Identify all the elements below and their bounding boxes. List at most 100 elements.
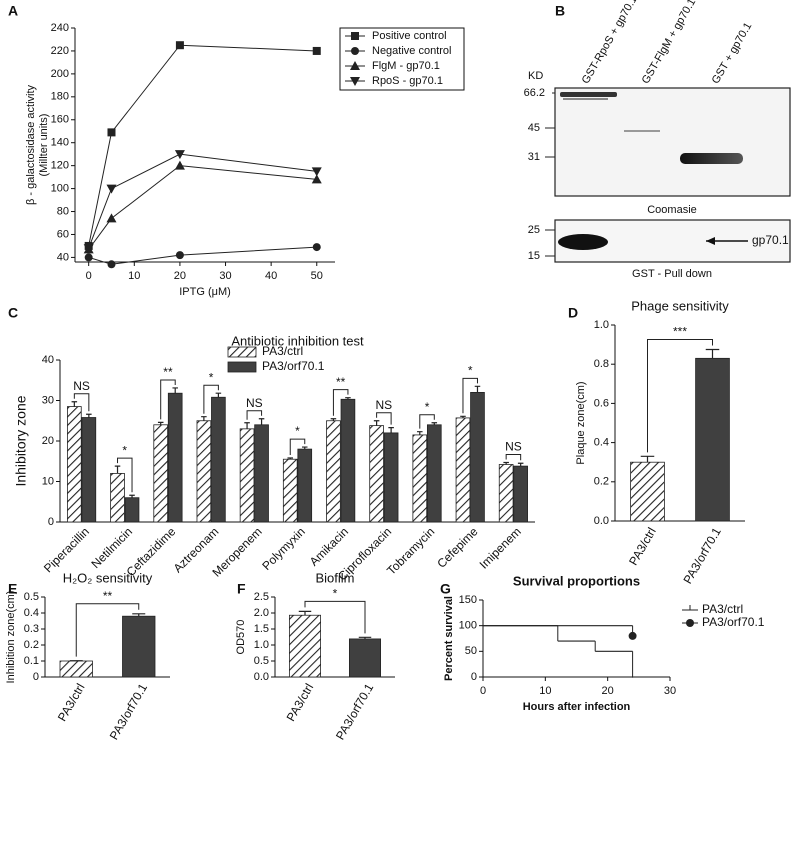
y-tick-label: 180 (51, 91, 69, 103)
y-tick-label: 1.0 (254, 639, 269, 651)
y-tick-label: 40 (42, 354, 54, 366)
y-tick-label: 100 (459, 620, 477, 632)
blot-marker: 45 (528, 122, 540, 134)
legend-label: PA3/ctrl (702, 602, 743, 616)
significance-label: ** (103, 589, 113, 603)
point (84, 253, 93, 262)
x-tick-label: Cefepime (434, 524, 480, 570)
step-point (631, 676, 634, 678)
blot-stain: GST - Pull down (632, 268, 712, 280)
line (88, 246, 317, 265)
point (174, 160, 185, 170)
blot-lane: GST-FlgM + gp70.1 (640, 0, 699, 86)
panel-label: D (568, 305, 578, 321)
bar (239, 428, 255, 523)
y-tick-label: 1.5 (254, 623, 269, 635)
error-bar (358, 636, 372, 639)
bar (110, 472, 125, 523)
significance-bracket (332, 389, 349, 416)
significance-label: NS (246, 396, 263, 410)
point (175, 41, 184, 50)
chart-title: Survival proportions (513, 573, 640, 588)
legend-marker (686, 619, 694, 627)
y-tick-label: 0 (33, 671, 39, 683)
significance-bracket (505, 453, 522, 461)
bar (288, 614, 321, 678)
bar (167, 392, 183, 523)
chart-title: H₂O₂ sensitivity (63, 570, 153, 585)
panel-label: G (440, 581, 451, 597)
error-bar (298, 610, 312, 616)
y-tick-label: 0 (471, 671, 477, 683)
blot-marker: 25 (528, 224, 540, 236)
error-bar (373, 420, 380, 426)
error-bar (258, 418, 265, 425)
y-tick-label: 100 (51, 182, 69, 194)
y-tick-label: 20 (42, 435, 54, 447)
panel-label: F (237, 581, 246, 597)
blot-lane: GST-RpoS + gp70.1 (580, 0, 640, 86)
x-tick-label: PA3/orf70.1 (680, 525, 724, 586)
blot-marker: 31 (528, 151, 540, 163)
bar (254, 424, 269, 523)
significance-label: NS (505, 440, 522, 454)
significance-bracket (203, 384, 219, 414)
error-bar (157, 421, 164, 425)
significance-bracket (75, 603, 140, 657)
legend-label: FlgM - gp70.1 (372, 60, 440, 72)
legend-label: Negative control (372, 45, 452, 57)
x-tick-label: PA3/orf70.1 (107, 681, 151, 742)
x-tick-label: 0 (86, 270, 92, 282)
point (83, 244, 94, 254)
significance-label: * (425, 400, 430, 414)
significance-bracket (647, 339, 713, 453)
significance-label: * (333, 587, 338, 601)
bar (426, 424, 442, 523)
y-axis-label: Plaque zone(cm) (575, 381, 587, 464)
error-bar (330, 418, 337, 421)
bar (470, 391, 485, 523)
y-tick-label: 30 (42, 394, 54, 406)
significance-bracket (304, 600, 366, 634)
point (106, 184, 117, 194)
y-tick-label: 0.2 (594, 476, 609, 488)
error-bar (640, 455, 655, 463)
legend-label: PA3/orf70.1 (702, 615, 765, 629)
error-bar (244, 422, 250, 429)
y-tick-label: 0.3 (24, 623, 39, 635)
y-tick-label: 140 (51, 137, 69, 149)
y-tick-label: 0.6 (594, 397, 609, 409)
point (175, 251, 184, 260)
error-bar (474, 385, 481, 393)
x-tick-label: 30 (664, 685, 676, 697)
chart-title: Biofilm (315, 570, 354, 585)
significance-bracket (289, 438, 306, 456)
y-tick-label: 10 (42, 475, 54, 487)
error-bar (114, 465, 121, 474)
significance-bracket (160, 379, 176, 420)
bar (695, 357, 730, 522)
error-bar (132, 613, 146, 617)
y-tick-label: 60 (57, 228, 69, 240)
error-bar (201, 416, 207, 421)
blot-lane: GST + gp70.1 (710, 21, 755, 86)
y-tick-label: 0.0 (594, 515, 609, 527)
y-tick-label: 0.0 (254, 671, 269, 683)
error-bar (517, 462, 524, 467)
x-tick-label: Amikacin (307, 524, 351, 568)
bar (67, 406, 82, 523)
legend-marker (351, 32, 359, 40)
x-tick-label: Piperacillin (41, 524, 92, 575)
error-bar (503, 461, 509, 465)
x-tick-label: Imipenem (477, 524, 524, 571)
x-tick-label: 20 (602, 685, 614, 697)
y-axis-label: Percent survival (443, 596, 455, 681)
y-axis-label: OD570 (235, 620, 247, 655)
bar (81, 417, 97, 523)
point (311, 174, 322, 184)
error-bar (460, 415, 466, 418)
x-tick-label: PA3/ctrl (55, 681, 88, 724)
blot-marker: 66.2 (524, 87, 545, 99)
line (88, 165, 317, 250)
